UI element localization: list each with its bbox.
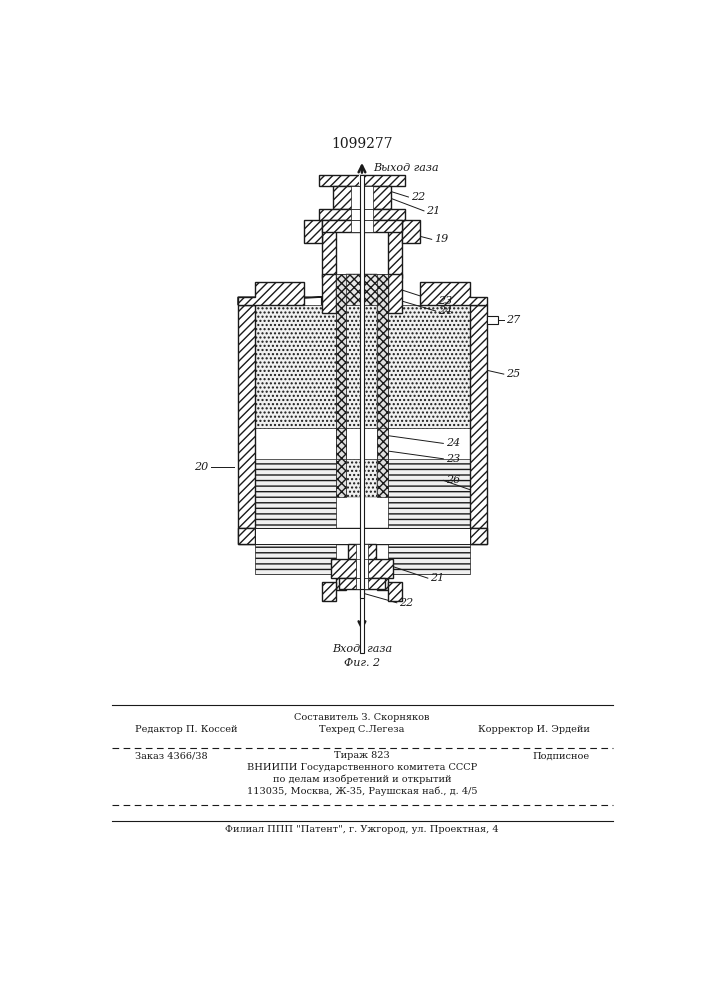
Text: 21: 21	[430, 573, 445, 583]
Text: 23: 23	[445, 454, 460, 464]
Bar	[351, 209, 373, 220]
Text: по делам изобретений и открытий: по делам изобретений и открытий	[273, 774, 451, 784]
Polygon shape	[238, 297, 322, 305]
Text: 19: 19	[434, 234, 448, 244]
Bar	[320, 209, 404, 220]
Bar	[336, 274, 346, 497]
Bar	[238, 305, 255, 528]
Bar	[359, 175, 365, 186]
Bar	[238, 528, 486, 544]
Text: Вход  газа: Вход газа	[332, 644, 392, 654]
Text: Заказ 4366/38: Заказ 4366/38	[135, 751, 207, 760]
Text: Техред С.Легеза: Техред С.Легеза	[320, 725, 404, 734]
Bar	[346, 274, 378, 497]
Text: Подписное: Подписное	[532, 751, 590, 760]
Text: 26: 26	[445, 475, 460, 485]
Polygon shape	[238, 528, 255, 544]
Bar	[486, 316, 498, 324]
Bar	[331, 559, 393, 578]
Bar	[336, 567, 346, 590]
Bar	[255, 459, 336, 574]
Bar	[351, 220, 373, 232]
Bar	[361, 186, 363, 220]
Bar	[378, 567, 388, 590]
Text: Редактор П. Коссей: Редактор П. Коссей	[135, 725, 238, 734]
Bar	[356, 544, 368, 582]
Text: 22: 22	[411, 192, 425, 202]
Bar	[388, 274, 402, 312]
Text: ВНИИПИ Государственного комитета СССР: ВНИИПИ Государственного комитета СССР	[247, 763, 477, 772]
Bar	[361, 175, 363, 186]
Bar	[402, 220, 420, 243]
Polygon shape	[469, 528, 486, 544]
Polygon shape	[238, 282, 304, 305]
Text: Составитель З. Скорняков: Составитель З. Скорняков	[294, 713, 430, 722]
Polygon shape	[420, 282, 486, 305]
Bar	[469, 305, 486, 528]
Bar	[304, 220, 322, 243]
Text: 23: 23	[438, 296, 452, 306]
Bar	[388, 220, 402, 278]
Text: 1099277: 1099277	[331, 137, 393, 151]
Bar	[356, 559, 368, 578]
Text: Филиал ППП "Патент", г. Ужгород, ул. Проектная, 4: Филиал ППП "Патент", г. Ужгород, ул. Про…	[225, 825, 498, 834]
Text: 24: 24	[445, 438, 460, 448]
Bar	[388, 582, 402, 601]
Text: Фиг. 2: Фиг. 2	[344, 658, 380, 668]
Bar	[255, 305, 336, 428]
Text: 25: 25	[506, 369, 520, 379]
Bar	[360, 175, 364, 653]
Bar	[363, 274, 388, 305]
Bar	[320, 175, 404, 186]
Text: Тираж 823: Тираж 823	[334, 751, 390, 760]
Text: 21: 21	[426, 206, 440, 216]
Text: Выход газа: Выход газа	[373, 163, 439, 173]
Text: Корректор И. Эрдейи: Корректор И. Эрдейи	[478, 725, 590, 734]
Bar	[360, 589, 364, 598]
Text: 20: 20	[194, 462, 209, 472]
Bar	[255, 528, 469, 544]
Bar	[356, 578, 368, 589]
Text: 113035, Москва, Ж-35, Раушская наб., д. 4/5: 113035, Москва, Ж-35, Раушская наб., д. …	[247, 786, 477, 796]
Bar	[378, 428, 388, 459]
Bar	[336, 274, 361, 305]
Bar	[322, 220, 402, 232]
Bar	[322, 274, 336, 312]
Bar	[336, 428, 346, 459]
Bar	[388, 459, 469, 574]
Bar	[351, 186, 373, 209]
Bar	[361, 220, 363, 301]
Bar	[332, 186, 392, 209]
Text: 24: 24	[438, 306, 452, 316]
Bar	[388, 305, 469, 428]
Bar	[322, 220, 336, 278]
Bar	[339, 578, 385, 589]
Bar	[346, 428, 378, 459]
Bar	[322, 582, 336, 601]
Bar	[348, 544, 376, 582]
Text: 22: 22	[399, 598, 414, 608]
Bar	[378, 274, 388, 497]
Text: 27: 27	[506, 315, 520, 325]
